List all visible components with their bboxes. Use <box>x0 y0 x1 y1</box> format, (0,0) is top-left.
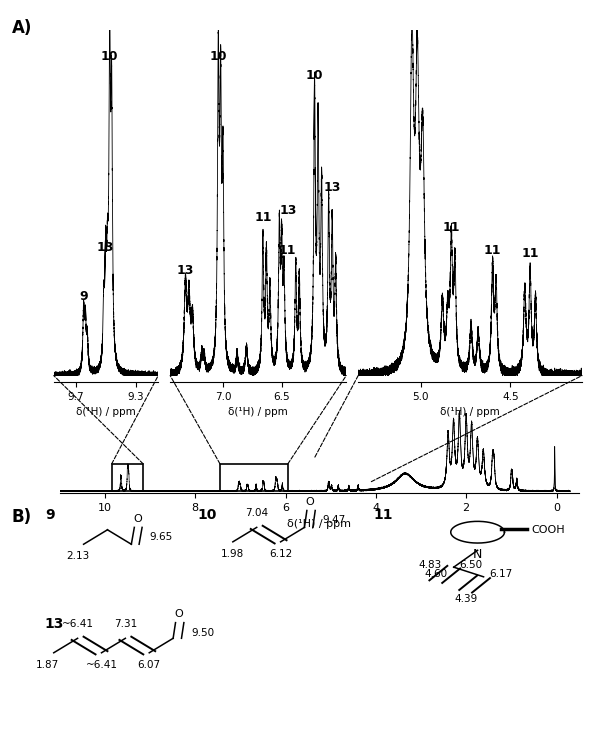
Text: A): A) <box>12 19 32 36</box>
Text: ~6.41: ~6.41 <box>85 660 118 670</box>
Text: O: O <box>174 609 183 619</box>
Text: 4.83: 4.83 <box>418 559 442 570</box>
Text: 9.47: 9.47 <box>322 515 346 525</box>
Text: 10: 10 <box>210 50 227 62</box>
Text: 6.12: 6.12 <box>269 549 292 559</box>
X-axis label: δ(¹H) / ppm: δ(¹H) / ppm <box>287 519 352 529</box>
Text: 6.50: 6.50 <box>460 559 483 570</box>
Text: 13: 13 <box>45 617 64 631</box>
Text: 13: 13 <box>177 263 194 277</box>
Text: 10: 10 <box>306 70 324 82</box>
Text: 9: 9 <box>45 508 54 522</box>
Text: O: O <box>306 497 314 507</box>
Text: 11: 11 <box>442 221 460 234</box>
Text: 11: 11 <box>373 508 393 522</box>
Text: 1.98: 1.98 <box>221 549 244 559</box>
Text: 9.50: 9.50 <box>191 628 214 638</box>
X-axis label: δ(¹H) / ppm: δ(¹H) / ppm <box>440 407 500 418</box>
X-axis label: δ(¹H) / ppm: δ(¹H) / ppm <box>228 407 288 418</box>
Text: 10: 10 <box>197 508 216 522</box>
Text: 13: 13 <box>97 240 115 254</box>
Text: 2.13: 2.13 <box>66 551 89 561</box>
Text: N: N <box>473 548 482 561</box>
Text: 13: 13 <box>279 205 297 217</box>
Text: 9.65: 9.65 <box>149 532 173 542</box>
Text: 1.87: 1.87 <box>36 660 59 670</box>
Bar <box>112 464 143 491</box>
Text: O: O <box>133 513 141 524</box>
Text: 9: 9 <box>79 290 88 303</box>
Text: ~6.41: ~6.41 <box>61 619 94 628</box>
Text: 4.39: 4.39 <box>454 594 477 603</box>
Text: 13: 13 <box>324 181 341 194</box>
Text: 11: 11 <box>278 244 296 257</box>
Text: 7.04: 7.04 <box>245 508 268 518</box>
Text: 6.17: 6.17 <box>490 569 513 580</box>
Text: 11: 11 <box>521 247 539 260</box>
X-axis label: δ(¹H) / ppm: δ(¹H) / ppm <box>76 407 136 418</box>
Bar <box>220 464 288 491</box>
Text: 6.07: 6.07 <box>138 660 161 670</box>
Text: 7.31: 7.31 <box>114 619 137 628</box>
Text: 11: 11 <box>254 211 272 224</box>
Text: 10: 10 <box>101 50 118 62</box>
Text: B): B) <box>12 508 32 526</box>
Text: COOH: COOH <box>531 525 565 535</box>
Text: 11: 11 <box>484 244 501 257</box>
Text: 4.60: 4.60 <box>424 569 448 580</box>
